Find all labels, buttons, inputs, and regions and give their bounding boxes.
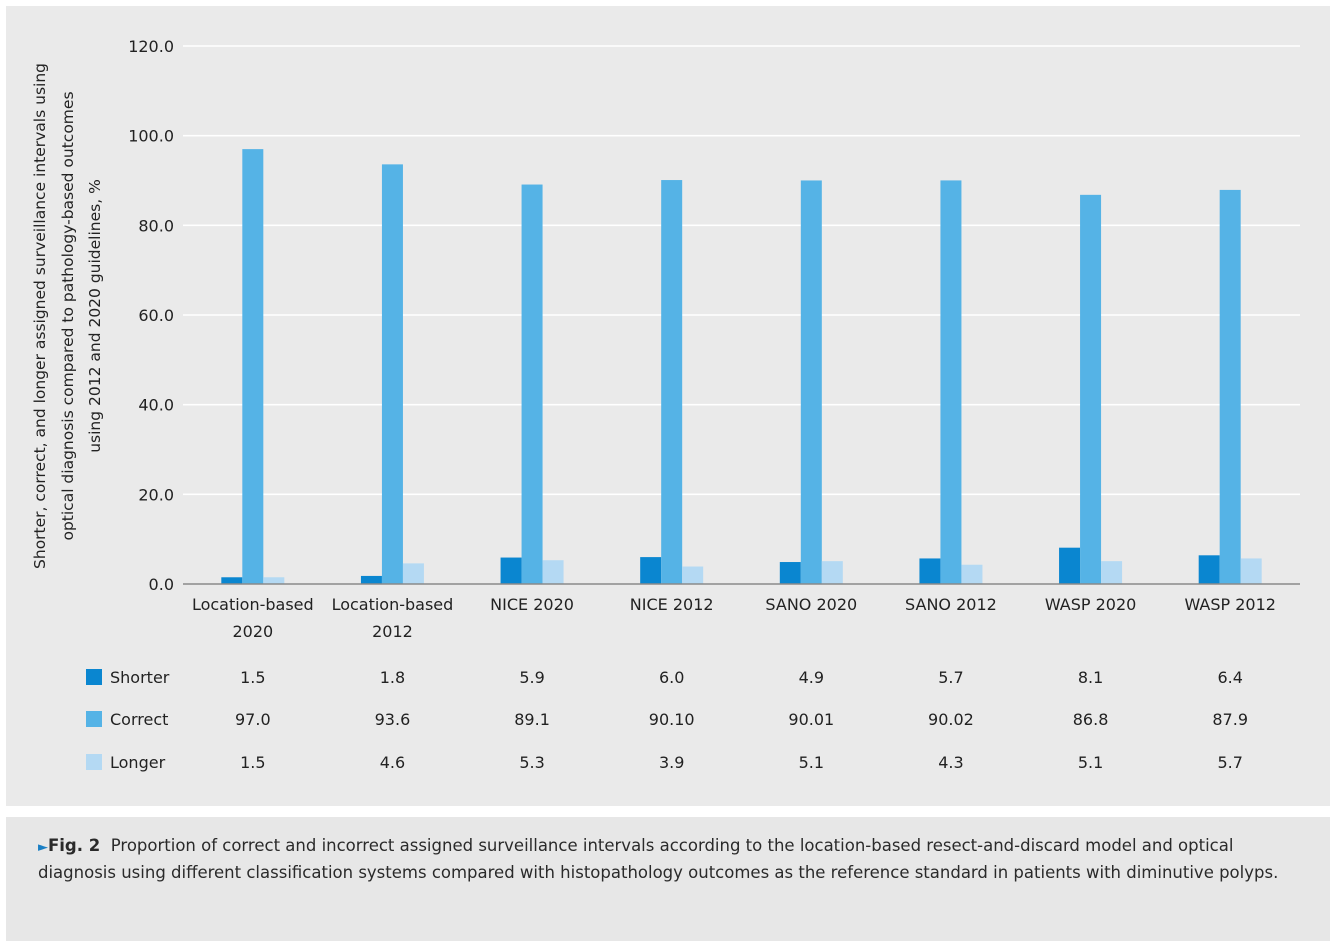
data-table-value: 97.0: [235, 710, 271, 729]
bar-longer: [961, 564, 983, 584]
y-tick-label: 20.0: [138, 485, 174, 504]
data-table-value: 89.1: [514, 710, 550, 729]
data-table-value: 93.6: [375, 710, 411, 729]
data-table-value: 1.8: [380, 668, 405, 687]
bar-correct: [521, 184, 543, 584]
x-category-label: Location-based: [332, 595, 454, 614]
data-table-value: 8.1: [1078, 668, 1103, 687]
legend-label: Longer: [110, 753, 166, 772]
bar-correct: [1219, 189, 1241, 585]
y-tick-label: 0.0: [149, 575, 174, 594]
bar-correct: [242, 149, 264, 584]
caption-text: ►Fig. 2 Proportion of correct and incorr…: [38, 833, 1298, 885]
data-table-value: 1.5: [240, 753, 265, 772]
y-axis-title-line: Shorter, correct, and longer assigned su…: [31, 63, 49, 569]
bar-longer: [263, 577, 285, 584]
data-table-value: 5.7: [938, 668, 963, 687]
legend-label: Correct: [110, 710, 168, 729]
y-tick-label: 40.0: [138, 396, 174, 415]
chart-panel: 0.0 20.0 40.0 60.0 80.0 100.0 120.0 Shorter, co…: [6, 6, 1330, 806]
data-table-value: 5.7: [1217, 753, 1242, 772]
data-table-value: 5.3: [519, 753, 544, 772]
x-category-label: Location-based: [192, 595, 314, 614]
bar-longer: [821, 561, 843, 584]
bar-correct: [940, 180, 962, 584]
bar-longer: [1240, 558, 1262, 584]
data-table-value: 6.4: [1217, 668, 1242, 687]
data-table-value: 86.8: [1073, 710, 1109, 729]
bar-shorter: [640, 557, 662, 584]
y-axis-title-line: using 2012 and 2020 guidelines, %: [86, 179, 104, 453]
bar-longer: [542, 560, 564, 584]
bar-longer: [682, 566, 704, 584]
y-tick-label: 60.0: [138, 306, 174, 325]
x-category-label: 2020: [232, 622, 273, 641]
data-table-value: 5.1: [1078, 753, 1103, 772]
data-table-value: 90.01: [788, 710, 834, 729]
bar-chart: 0.0 20.0 40.0 60.0 80.0 100.0 120.0 Shorter, co…: [31, 37, 1300, 772]
bar-shorter: [360, 575, 382, 584]
legend-swatch-correct: [86, 711, 102, 727]
figure-caption: ►Fig. 2 Proportion of correct and incorr…: [6, 817, 1330, 941]
data-table-value: 4.3: [938, 753, 963, 772]
y-tick-label: 100.0: [128, 127, 174, 146]
bar-shorter: [221, 577, 243, 584]
x-category-label: NICE 2012: [630, 595, 714, 614]
bar-shorter: [1198, 555, 1220, 584]
y-axis-title-line: optical diagnosis compared to pathology-…: [59, 91, 77, 540]
data-table-value: 5.9: [519, 668, 544, 687]
caption-arrow-icon: ►: [38, 840, 48, 855]
x-category-label: WASP 2012: [1184, 595, 1276, 614]
caption-body: Proportion of correct and incorrect assi…: [38, 836, 1279, 882]
legend-label: Shorter: [110, 668, 170, 687]
bar-shorter: [779, 562, 801, 584]
x-category-label: NICE 2020: [490, 595, 574, 614]
bar-shorter: [1059, 547, 1081, 584]
y-tick-label: 120.0: [128, 37, 174, 56]
legend-swatch-shorter: [86, 669, 102, 685]
legend-swatch-longer: [86, 754, 102, 770]
data-table-value: 5.1: [799, 753, 824, 772]
data-table-value: 1.5: [240, 668, 265, 687]
x-category-label: SANO 2020: [765, 595, 857, 614]
x-category-label: SANO 2012: [905, 595, 997, 614]
bar-shorter: [919, 558, 941, 584]
bar-correct: [661, 180, 683, 584]
y-tick-label: 80.0: [138, 216, 174, 235]
x-category-label: 2012: [372, 622, 413, 641]
x-category-label: WASP 2020: [1045, 595, 1137, 614]
bar-correct: [800, 180, 822, 584]
data-table-value: 6.0: [659, 668, 684, 687]
caption-label: Fig. 2: [48, 836, 101, 855]
data-table-value: 90.02: [928, 710, 974, 729]
data-table-value: 3.9: [659, 753, 684, 772]
bar-correct: [1080, 194, 1102, 584]
data-table-value: 90.10: [649, 710, 695, 729]
bar-longer: [1101, 561, 1123, 584]
bar-longer: [402, 563, 424, 584]
bar-correct: [381, 164, 403, 585]
data-table-value: 4.9: [799, 668, 824, 687]
bar-shorter: [500, 557, 522, 584]
data-table-value: 87.9: [1212, 710, 1248, 729]
data-table-value: 4.6: [380, 753, 405, 772]
